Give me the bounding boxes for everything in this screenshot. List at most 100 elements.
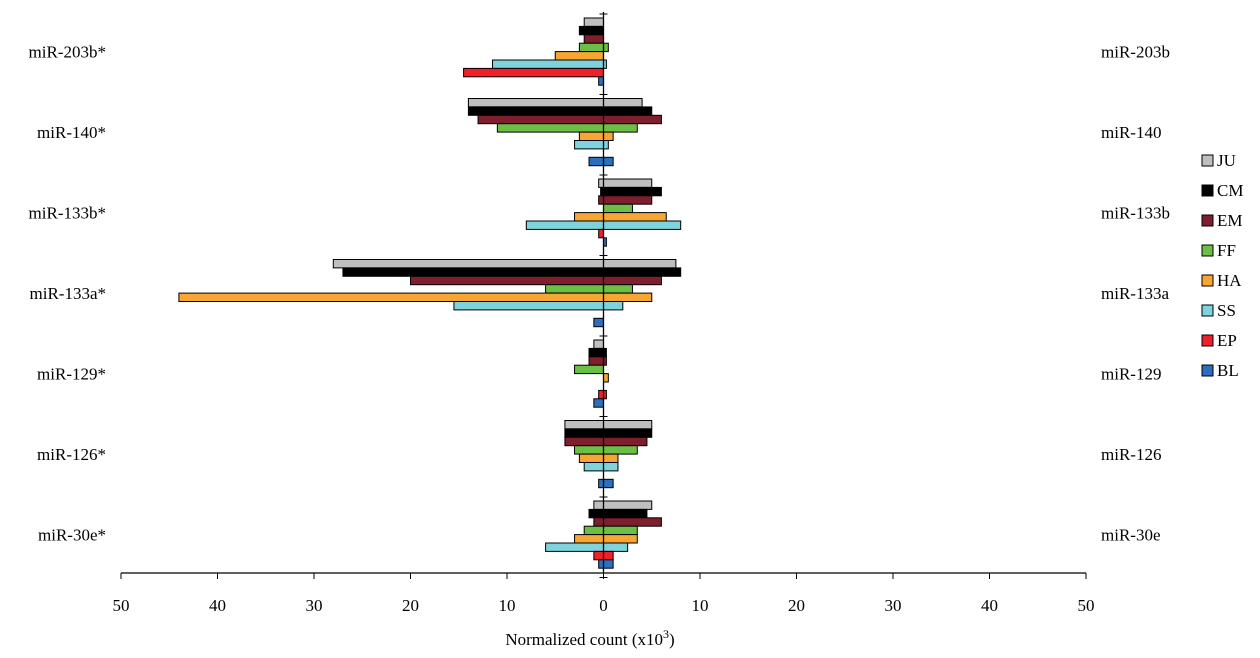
legend-swatch-ep xyxy=(1201,334,1214,347)
x-tick-label: 20 xyxy=(788,596,805,615)
x-tick-label: 50 xyxy=(1078,596,1095,615)
right-category-label: miR-126 xyxy=(1101,445,1161,464)
legend-swatch-ju xyxy=(1201,154,1214,167)
x-axis-title: Normalized count (x103) xyxy=(505,627,674,649)
bar-ss-miR-126* xyxy=(583,462,605,472)
legend-label-cm: CM xyxy=(1217,181,1243,200)
x-tick-label: 40 xyxy=(981,596,998,615)
bar-em-miR-30e xyxy=(603,517,662,527)
bar-ju-miR-126 xyxy=(603,420,653,430)
left-category-label: miR-133b* xyxy=(29,204,106,223)
bar-em-miR-133b xyxy=(603,195,653,205)
x-tick-label: 0 xyxy=(599,596,608,615)
bar-ep-miR-30e xyxy=(603,550,614,561)
bar-ep-miR-129* xyxy=(598,389,604,400)
bar-ju-miR-140 xyxy=(603,98,643,108)
bar-ff-miR-133a* xyxy=(545,284,604,294)
bar-ju-miR-126* xyxy=(564,420,605,430)
legend-swatch-bl xyxy=(1201,364,1214,377)
bar-em-miR-133a* xyxy=(410,275,604,286)
bar-ff-miR-126 xyxy=(603,445,638,455)
bar-ff-miR-129* xyxy=(574,364,604,375)
legend-label-em: EM xyxy=(1217,211,1243,230)
bar-ss-miR-30e* xyxy=(545,542,604,552)
bar-em-miR-203b* xyxy=(583,34,605,44)
legend-swatch-ss xyxy=(1201,304,1214,317)
bar-ff-miR-133a xyxy=(603,284,633,294)
x-tick-label: 10 xyxy=(692,596,709,615)
bar-ss-miR-140* xyxy=(574,140,604,150)
legend-label-ep: EP xyxy=(1217,331,1237,350)
bar-ju-miR-30e* xyxy=(593,500,604,510)
x-tick-label: 20 xyxy=(402,596,419,615)
x-axis-title-main: Normalized count (x10 xyxy=(505,630,663,649)
bar-ep-miR-30e* xyxy=(593,550,604,561)
axes-layer: 50 40 30 20 10 0 10 20 30 40 50 xyxy=(113,12,1095,615)
bar-ss-miR-126 xyxy=(603,462,619,472)
bar-bl-miR-126 xyxy=(603,478,614,489)
left-category-label: miR-133a* xyxy=(30,284,107,303)
category-labels: miR-203b* miR-203b miR-140* miR-140 miR-133b… xyxy=(29,43,1170,545)
bar-cm-miR-203b* xyxy=(578,25,604,36)
bar-bl-miR-30e* xyxy=(598,559,604,569)
bar-ju-miR-133a xyxy=(603,259,677,269)
bar-ha-miR-140 xyxy=(603,131,614,142)
bar-em-miR-140* xyxy=(477,114,604,125)
right-category-label: miR-133b xyxy=(1101,204,1170,223)
bar-ff-miR-140* xyxy=(496,123,605,133)
x-tick-label: 10 xyxy=(499,596,516,615)
left-category-label: miR-126* xyxy=(37,445,106,464)
legend-label-ff: FF xyxy=(1217,241,1236,260)
bar-ha-miR-133a* xyxy=(178,292,604,303)
bar-cm-miR-133a xyxy=(603,267,682,277)
legend: JU CM EM FF HA SS EP BL xyxy=(1201,151,1243,380)
bar-ha-miR-140* xyxy=(578,131,604,142)
bar-bl-miR-133a* xyxy=(593,317,604,328)
left-category-label: miR-30e* xyxy=(38,526,106,545)
bar-ha-miR-203b* xyxy=(554,51,604,61)
bar-ss-miR-30e xyxy=(603,542,629,552)
legend-swatch-ff xyxy=(1201,244,1214,257)
right-category-label: miR-30e xyxy=(1101,526,1161,545)
bar-ff-miR-30e xyxy=(603,525,638,536)
bar-cm-miR-126 xyxy=(603,428,653,438)
bar-em-miR-126* xyxy=(564,436,605,447)
bar-ju-miR-133b xyxy=(603,178,653,188)
bar-ha-miR-126* xyxy=(578,453,604,464)
bar-em-miR-133b* xyxy=(598,195,604,205)
bar-cm-miR-140* xyxy=(467,106,604,116)
right-category-label: miR-133a xyxy=(1101,284,1169,303)
bar-ha-miR-133b* xyxy=(574,212,604,222)
bar-ff-miR-30e* xyxy=(583,525,605,536)
bar-ss-miR-133a xyxy=(603,301,624,311)
bar-bl-miR-30e xyxy=(603,559,614,569)
x-tick-label: 30 xyxy=(885,596,902,615)
right-category-label: miR-203b xyxy=(1101,43,1170,62)
legend-swatch-ha xyxy=(1201,274,1214,287)
bar-ju-miR-140* xyxy=(467,98,604,108)
bar-cm-miR-140 xyxy=(603,106,653,116)
bar-ha-miR-133a xyxy=(603,292,653,303)
bar-ss-miR-133b* xyxy=(525,220,604,230)
bar-ss-miR-140 xyxy=(603,140,609,150)
bar-bl-miR-129* xyxy=(593,398,604,408)
left-category-label: miR-129* xyxy=(37,365,106,384)
bar-cm-miR-129* xyxy=(588,347,605,358)
bar-bl-miR-140 xyxy=(603,156,614,167)
bar-ha-miR-30e* xyxy=(574,534,604,544)
bar-em-miR-140 xyxy=(603,114,662,125)
right-category-label: miR-129 xyxy=(1101,365,1161,384)
x-tick-label: 30 xyxy=(306,596,323,615)
bar-ff-miR-203b xyxy=(603,42,609,53)
left-category-label: miR-140* xyxy=(37,123,106,142)
bar-em-miR-133a xyxy=(603,275,662,286)
bar-ha-miR-30e xyxy=(603,534,638,544)
bar-em-miR-30e* xyxy=(593,517,604,527)
x-axis-title-superscript: 3 xyxy=(663,627,669,641)
legend-label-ju: JU xyxy=(1217,151,1236,170)
bar-ju-miR-30e xyxy=(603,500,653,510)
left-category-label: miR-203b* xyxy=(29,43,106,62)
bar-ss-miR-133a* xyxy=(453,301,604,311)
bar-ff-miR-203b* xyxy=(578,42,604,53)
